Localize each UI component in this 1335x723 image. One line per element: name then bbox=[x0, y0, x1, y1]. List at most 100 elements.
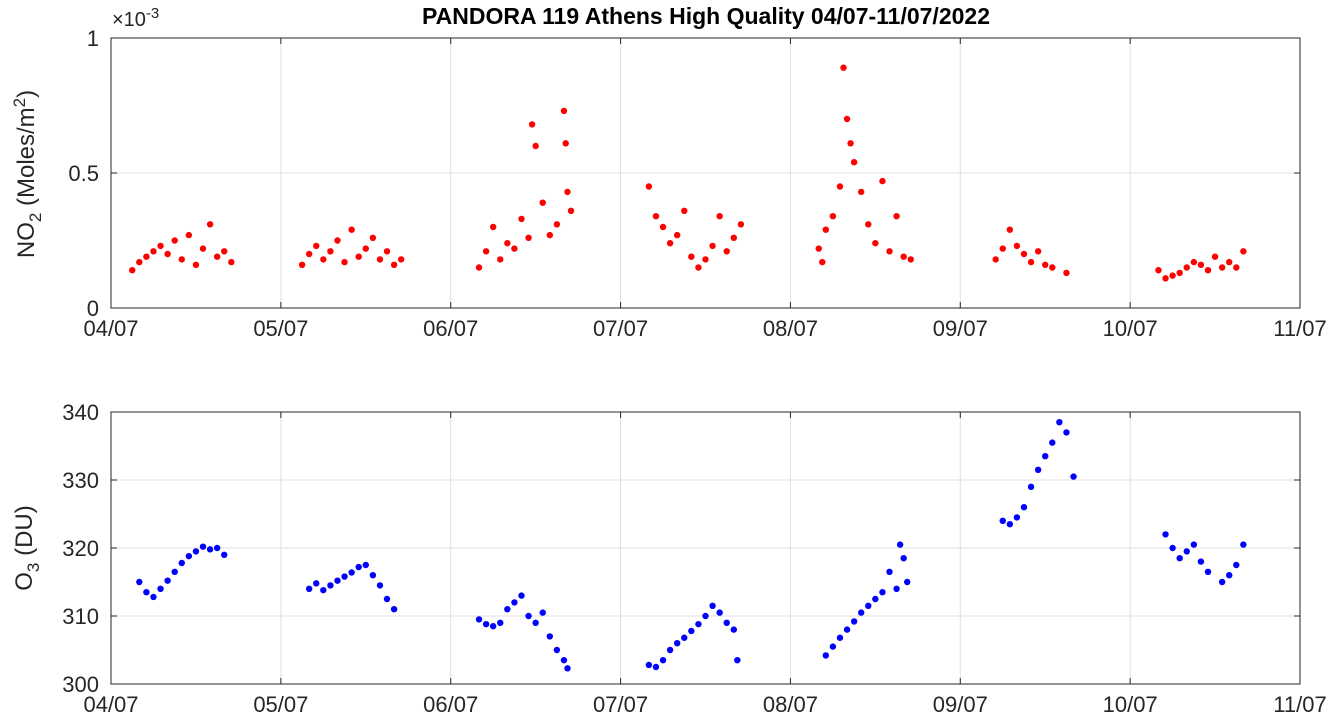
data-point bbox=[659, 657, 667, 664]
y-tick-label: 300 bbox=[62, 672, 99, 697]
no2-multiplier: ×10-3 bbox=[112, 5, 159, 31]
data-point bbox=[645, 661, 653, 669]
data-point bbox=[709, 242, 716, 250]
data-point bbox=[829, 643, 837, 650]
data-point bbox=[716, 213, 723, 220]
data-point bbox=[904, 578, 911, 586]
data-point bbox=[865, 602, 872, 609]
data-point bbox=[886, 248, 893, 255]
data-point bbox=[178, 559, 185, 567]
data-point bbox=[171, 568, 178, 575]
data-point bbox=[369, 234, 377, 241]
data-point bbox=[305, 585, 313, 592]
x-tick-label: 07/07 bbox=[593, 316, 648, 341]
no2-grid bbox=[111, 38, 1300, 308]
x-tick-label: 08/07 bbox=[763, 692, 818, 717]
data-point bbox=[221, 248, 228, 255]
data-point bbox=[376, 582, 384, 589]
data-point bbox=[992, 256, 999, 263]
data-point bbox=[1218, 264, 1226, 271]
data-point bbox=[564, 665, 571, 672]
no2-panel: 04/07 05/07 06/07 07/07 08/07 09/07 10/07 11/07… bbox=[10, 5, 1327, 341]
data-point bbox=[348, 569, 355, 576]
x-tick-label: 09/07 bbox=[933, 692, 988, 717]
data-point bbox=[836, 183, 844, 190]
data-point bbox=[475, 616, 483, 623]
x-tick-label: 10/07 bbox=[1103, 316, 1158, 341]
data-point bbox=[836, 634, 844, 641]
data-point bbox=[199, 245, 207, 252]
data-point bbox=[1190, 258, 1198, 266]
chart-title: PANDORA 119 Athens High Quality 04/07-11… bbox=[422, 3, 990, 29]
data-point bbox=[815, 245, 822, 252]
data-point bbox=[171, 237, 178, 244]
y-tick-label: 310 bbox=[62, 604, 99, 629]
data-point bbox=[858, 188, 865, 196]
data-point bbox=[341, 573, 348, 580]
data-point bbox=[355, 563, 362, 571]
data-point bbox=[504, 606, 511, 613]
data-point bbox=[1006, 226, 1014, 233]
data-point bbox=[1063, 269, 1070, 277]
data-point bbox=[1218, 578, 1226, 586]
data-point bbox=[1042, 453, 1049, 460]
data-point bbox=[1034, 248, 1042, 255]
data-point bbox=[489, 223, 497, 231]
data-point bbox=[334, 237, 341, 244]
y-tick-label: 0.5 bbox=[68, 161, 99, 186]
data-point bbox=[716, 609, 723, 616]
data-point bbox=[390, 606, 398, 613]
x-tick-label: 04/07 bbox=[83, 316, 138, 341]
data-point bbox=[1169, 544, 1176, 552]
data-point bbox=[688, 627, 695, 635]
data-point bbox=[673, 231, 681, 239]
data-point bbox=[723, 619, 730, 626]
x-tick-label: 05/07 bbox=[253, 316, 308, 341]
o3-ylabel: O3 (DU) bbox=[11, 505, 43, 590]
data-point bbox=[136, 578, 143, 586]
data-point bbox=[858, 609, 865, 616]
data-point bbox=[1070, 473, 1077, 480]
data-point bbox=[199, 543, 207, 550]
data-point bbox=[1190, 541, 1198, 548]
data-point bbox=[730, 626, 738, 633]
data-point bbox=[645, 183, 653, 190]
data-point bbox=[489, 623, 497, 630]
data-point bbox=[1063, 429, 1070, 436]
data-point bbox=[383, 595, 391, 603]
no2-ylabel: NO2 (Moles/m2) bbox=[10, 90, 45, 258]
data-point bbox=[164, 577, 171, 584]
data-point bbox=[652, 663, 660, 671]
data-point bbox=[228, 258, 235, 266]
x-tick-label: 11/07 bbox=[1273, 316, 1326, 341]
data-point bbox=[1240, 541, 1247, 548]
data-point bbox=[143, 253, 150, 260]
data-point bbox=[1155, 267, 1162, 274]
data-point bbox=[369, 572, 377, 579]
data-point bbox=[847, 140, 854, 147]
data-point bbox=[1204, 267, 1212, 274]
data-point bbox=[497, 256, 504, 263]
data-point bbox=[843, 115, 851, 123]
data-point bbox=[150, 248, 157, 255]
data-point bbox=[872, 240, 879, 247]
data-point bbox=[305, 250, 313, 258]
data-point bbox=[546, 633, 553, 640]
y-tick-label: 320 bbox=[62, 536, 99, 561]
data-point bbox=[1197, 261, 1205, 268]
x-tick-label: 05/07 bbox=[253, 692, 308, 717]
data-point bbox=[681, 207, 688, 214]
y-tick-label: 340 bbox=[62, 400, 99, 425]
no2-ticks: 04/07 05/07 06/07 07/07 08/07 09/07 10/07 11/07… bbox=[68, 26, 1326, 341]
data-point bbox=[1162, 275, 1169, 282]
data-point bbox=[518, 215, 525, 223]
data-point bbox=[1233, 264, 1240, 271]
data-point bbox=[313, 580, 320, 587]
data-point bbox=[843, 626, 851, 633]
data-point bbox=[532, 142, 539, 150]
data-point bbox=[1034, 466, 1042, 473]
x-tick-label: 06/07 bbox=[423, 316, 478, 341]
data-point bbox=[560, 657, 568, 664]
data-point bbox=[362, 561, 369, 569]
